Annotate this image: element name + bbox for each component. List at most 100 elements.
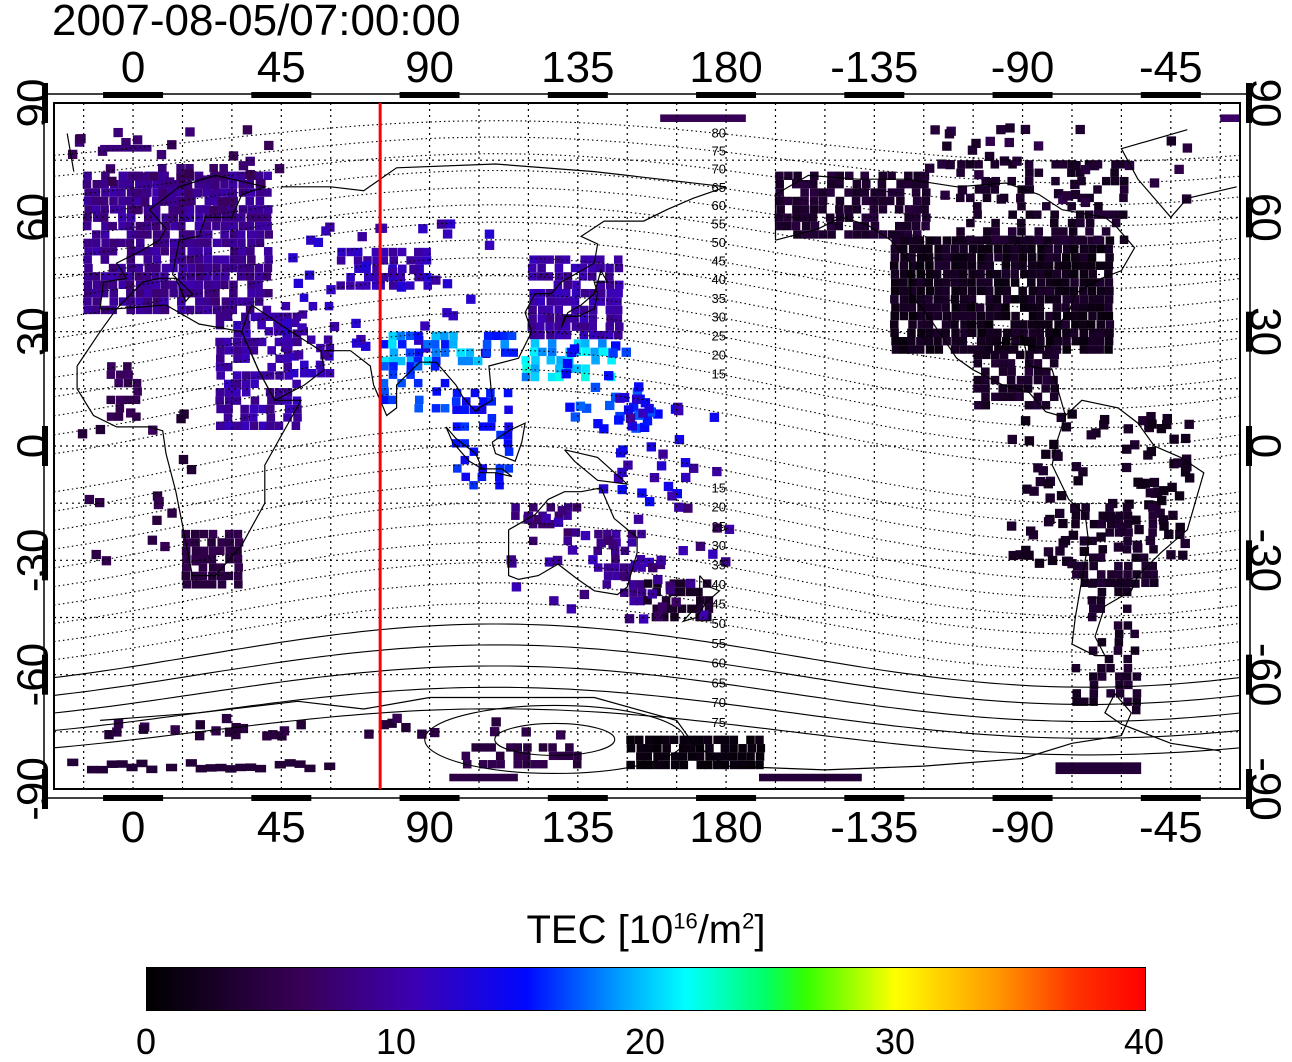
tec-cell bbox=[544, 557, 555, 567]
tec-cell bbox=[1096, 532, 1106, 542]
tec-cell bbox=[100, 205, 109, 214]
tec-cell bbox=[573, 751, 582, 761]
tec-cell bbox=[1062, 345, 1071, 354]
tec-cell bbox=[202, 180, 211, 190]
tec-cell bbox=[1086, 430, 1096, 440]
tec-cell bbox=[274, 421, 284, 430]
tec-cell bbox=[1071, 519, 1080, 529]
tec-cell bbox=[1036, 278, 1046, 287]
tec-cell bbox=[1079, 269, 1089, 279]
tec-cell bbox=[1080, 578, 1090, 588]
tec-cell bbox=[561, 322, 571, 331]
tec-cell bbox=[100, 272, 110, 281]
tec-cell bbox=[99, 196, 109, 206]
tec-cell bbox=[720, 735, 730, 745]
tec-cell bbox=[1012, 156, 1022, 166]
tec-cell bbox=[100, 230, 110, 239]
tec-cell bbox=[661, 735, 670, 745]
tec-cell bbox=[561, 369, 571, 379]
tec-cell bbox=[976, 286, 986, 296]
tec-cell bbox=[564, 364, 573, 373]
tec-cell bbox=[212, 255, 222, 264]
tec-cell bbox=[606, 297, 615, 306]
tec-cell bbox=[800, 179, 810, 189]
tec-cell bbox=[951, 328, 960, 338]
tec-cell bbox=[915, 345, 925, 354]
tec-cell bbox=[587, 272, 597, 281]
tec-cell bbox=[160, 305, 170, 315]
tec-cell bbox=[1061, 286, 1070, 296]
tec-cell bbox=[194, 221, 204, 231]
tec-cell bbox=[852, 188, 862, 197]
tec-cell bbox=[903, 221, 912, 231]
tec-cell bbox=[1007, 235, 1017, 245]
tec-cell bbox=[852, 179, 862, 189]
tec-cell bbox=[578, 263, 588, 273]
tec-cell bbox=[392, 713, 402, 723]
tec-cell bbox=[653, 735, 662, 745]
tec-cell bbox=[431, 404, 441, 413]
magnetic-latitude-contour bbox=[54, 120, 1240, 163]
magnetic-latitude-label: 45 bbox=[711, 597, 725, 612]
tec-cell bbox=[442, 308, 452, 318]
tec-cell bbox=[274, 164, 285, 174]
tec-cell bbox=[242, 125, 253, 135]
tec-cell bbox=[608, 348, 618, 358]
colorbar-tick-label: 20 bbox=[624, 1021, 666, 1062]
tec-cell bbox=[195, 272, 205, 281]
tec-cell bbox=[1148, 511, 1158, 520]
tec-cell bbox=[414, 272, 423, 282]
tec-cell bbox=[208, 563, 218, 572]
tec-cell bbox=[611, 554, 620, 564]
tec-cell bbox=[289, 369, 299, 378]
tec-cell bbox=[262, 305, 272, 315]
tec-cell bbox=[703, 735, 713, 745]
tec-cell bbox=[1041, 401, 1051, 410]
tec-cell bbox=[614, 263, 624, 273]
tec-cell bbox=[933, 337, 942, 346]
tec-cell bbox=[143, 297, 152, 306]
tec-cell bbox=[432, 387, 442, 396]
tec-cell bbox=[226, 197, 236, 206]
coastline bbox=[66, 133, 75, 172]
tec-cell bbox=[669, 735, 679, 745]
tec-cell bbox=[775, 196, 785, 206]
tec-cell bbox=[397, 378, 406, 388]
tec-cell bbox=[637, 488, 647, 498]
tec-cell bbox=[1080, 697, 1089, 706]
tec-cell bbox=[1085, 227, 1094, 236]
tec-cell bbox=[869, 230, 879, 239]
tec-cell bbox=[904, 171, 913, 180]
tec-cell bbox=[223, 362, 233, 372]
tec-cell bbox=[917, 244, 926, 254]
tec-cell bbox=[907, 328, 916, 338]
tec-cell bbox=[1076, 235, 1086, 245]
tec-cell bbox=[529, 347, 539, 357]
tec-cell bbox=[860, 221, 870, 231]
tec-cell bbox=[899, 286, 908, 296]
tec-cell bbox=[238, 205, 248, 214]
tec-cell bbox=[941, 328, 950, 338]
tec-cell bbox=[185, 213, 195, 222]
tec-cell bbox=[233, 346, 242, 355]
tec-cell bbox=[1049, 439, 1059, 450]
tec-cell bbox=[363, 272, 373, 282]
tec-cell bbox=[478, 760, 488, 769]
tec-cell bbox=[136, 759, 148, 768]
tec-cell bbox=[494, 472, 504, 482]
tec-cell bbox=[487, 760, 497, 769]
tec-cell bbox=[696, 760, 706, 770]
tec-cell bbox=[1131, 515, 1141, 525]
tec-cell bbox=[1114, 629, 1124, 639]
tec-cell bbox=[890, 278, 900, 287]
tec-cell bbox=[1044, 320, 1053, 329]
tec-cell bbox=[1062, 261, 1072, 270]
tec-cell bbox=[1010, 244, 1020, 254]
tec-cell bbox=[933, 278, 943, 287]
tec-cell bbox=[409, 264, 419, 275]
tec-cell bbox=[279, 726, 290, 736]
tec-cell bbox=[869, 205, 879, 214]
tec-cell bbox=[413, 362, 423, 371]
tec-cell bbox=[379, 247, 389, 257]
tec-cell bbox=[83, 171, 92, 180]
